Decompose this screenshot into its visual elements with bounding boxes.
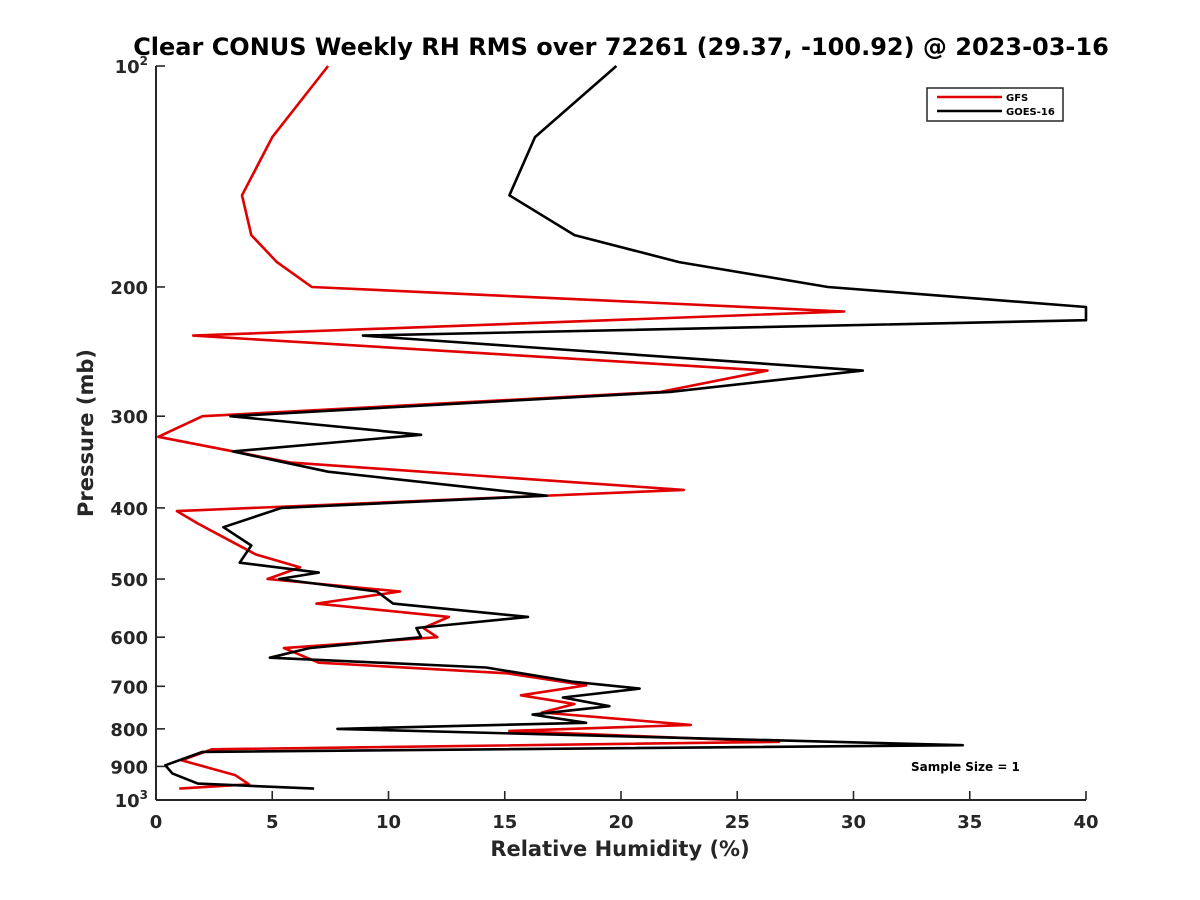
y-tick-label: 400 — [110, 499, 148, 520]
chart-title: Clear CONUS Weekly RH RMS over 72261 (29… — [133, 33, 1109, 61]
plot-lines — [157, 65, 1088, 790]
x-tick-label: 20 — [608, 812, 633, 833]
series-line-goes-16 — [164, 65, 1088, 790]
x-tick-label: 0 — [150, 812, 163, 833]
y-tick-label: 700 — [110, 677, 148, 698]
x-tick-label: 35 — [957, 812, 982, 833]
y-tick-label: 900 — [110, 757, 148, 778]
y-tick-label: 800 — [110, 720, 148, 741]
legend-box — [926, 87, 1064, 122]
x-axis-label: Relative Humidity (%) — [490, 837, 749, 861]
x-tick-label: 10 — [376, 812, 401, 833]
x-tick-label: 40 — [1073, 812, 1098, 833]
axes: 0 5 10 15 20 25 30 35 40 102 200 300 400 500 600 700 800… — [110, 54, 1098, 833]
y-tick-label: 600 — [110, 628, 148, 649]
legend: GFS GOES-16 — [926, 87, 1064, 122]
x-tick-label: 5 — [266, 812, 279, 833]
y-tick-label: 300 — [110, 407, 148, 428]
y-tick-label: 200 — [110, 278, 148, 299]
series-line-gfs — [157, 65, 846, 790]
y-tick-label: 500 — [110, 570, 148, 591]
legend-label-goes-16: GOES-16 — [1006, 107, 1055, 118]
legend-label-gfs: GFS — [1006, 93, 1028, 104]
sample-size-annotation: Sample Size = 1 — [911, 760, 1020, 774]
x-tick-label: 15 — [492, 812, 517, 833]
y-tick-label: 103 — [115, 788, 148, 812]
x-tick-label: 25 — [725, 812, 750, 833]
y-tick-label: 102 — [115, 54, 148, 78]
x-tick-label: 30 — [841, 812, 866, 833]
y-axis-label: Pressure (mb) — [74, 349, 98, 517]
